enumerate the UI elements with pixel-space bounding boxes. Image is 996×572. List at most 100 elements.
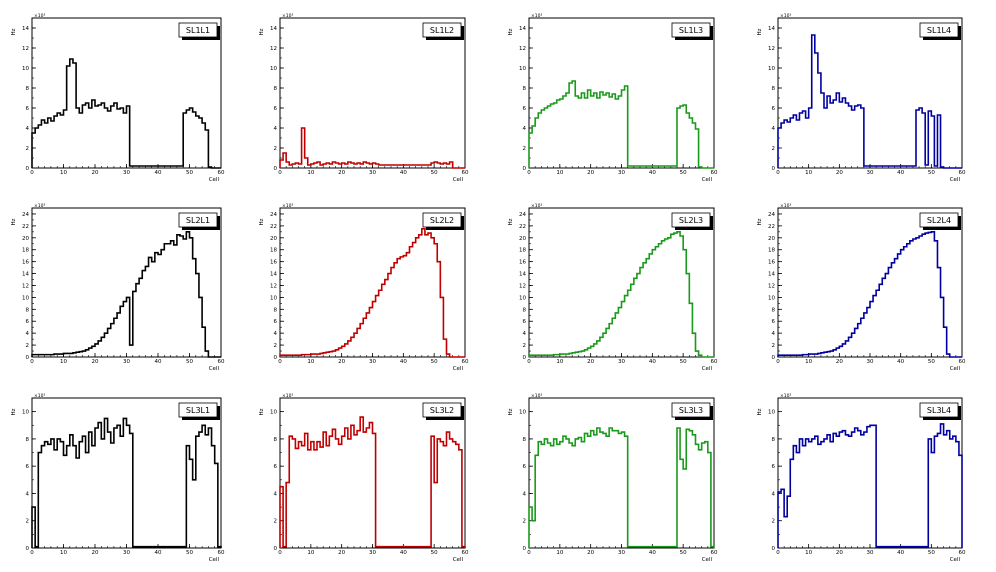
histogram-bin [680,236,683,357]
histogram-bin [339,348,342,357]
histogram-bin [812,439,815,548]
histogram-bin [842,98,845,168]
histogram-bin [572,446,575,548]
y-tick-label: 0 [26,546,30,552]
histogram-line [31,417,222,548]
histogram-bin [440,164,443,168]
y-tick-label: 0 [523,166,527,172]
y-tick-label: 24 [768,212,775,218]
histogram-bin [360,324,363,357]
histogram-bin [845,103,848,168]
histogram-bin [79,442,82,548]
histogram-bin [554,439,557,548]
x-tick-label: 10 [60,359,67,365]
histogram-bin [677,428,680,548]
histogram-bin [855,106,858,168]
histogram-bin [311,354,314,357]
histogram-bin [575,96,578,168]
histogram-bin [130,345,133,357]
histogram-bin [882,166,885,168]
histogram-bin [145,266,148,357]
histogram-bin [544,108,547,168]
histogram-bin [618,308,621,357]
x-tick-label: 50 [186,359,193,365]
histogram-bin [299,442,302,548]
histogram-bin [916,238,919,357]
histogram-bin [855,428,858,548]
histogram-bin [196,436,199,548]
histogram-bin [286,483,289,548]
histogram-bin [295,448,298,548]
x-tick-label: 60 [711,550,718,556]
histogram-bin [73,353,76,357]
histogram-bin [459,450,462,548]
histogram-bin [41,120,44,168]
title-box [178,402,218,418]
y-tick-label: 4 [26,126,30,132]
histogram-bin [450,439,453,548]
histogram-bin [86,103,89,168]
histogram-bin [643,547,646,548]
histogram-bin [79,113,82,168]
histogram-bin [799,113,802,168]
histogram-bin [38,125,41,168]
histogram-bin [208,428,211,548]
y-tick-label: 2 [26,146,30,152]
histogram-bin [199,297,202,357]
histogram-bin [114,428,117,548]
histogram-bin [199,118,202,168]
y-tick-label: 6 [523,106,527,112]
x-tick-label: 20 [587,550,594,556]
chart-title: SL3L2 [430,406,454,415]
histogram-bin [640,547,643,548]
histogram-bin [572,81,575,168]
histogram-bin [665,166,668,168]
x-tick-label: 40 [649,170,656,176]
histogram-bin [82,351,85,357]
histogram-bin [139,547,142,548]
histogram-bin [400,257,403,357]
histogram-bin [174,547,177,548]
histogram-bin [845,341,848,357]
x-axis-label: Cell [453,366,464,372]
histogram-bin [569,83,572,168]
histogram-bin [907,166,910,168]
y-tick-label: 10 [768,410,775,416]
chart-title: SL1L4 [927,26,951,35]
y-tick-label: 0 [26,166,30,172]
y-tick-label: 8 [772,307,776,313]
histogram-bin [434,483,437,548]
histogram-bin [54,354,57,357]
histogram-bin [824,352,827,357]
histogram-bin [671,234,674,357]
histogram-bin [849,337,852,357]
histogram-bin [323,432,326,548]
histogram-bin [600,92,603,168]
histogram-bin [101,103,104,168]
histogram-bin [127,297,130,357]
histogram-bin [332,162,335,168]
histogram-bin [155,166,158,168]
histogram-bin [812,35,815,168]
histogram-bin [705,442,708,548]
histogram-bin [529,355,532,357]
histogram-bin [202,327,205,357]
histogram-bin [947,354,950,357]
histogram-bin [419,165,422,168]
histogram-bin [447,354,450,357]
x-tick-label: 0 [776,359,780,365]
y-tick-label: 2 [523,146,527,152]
histogram-bin [696,129,699,168]
histogram-bin [699,355,702,357]
histogram-bin [425,165,428,168]
y-axis-label: Hz [757,218,763,225]
y-tick-label: 2 [274,343,278,349]
histogram-bin [870,302,873,357]
y-exponent-label: ×10³ [34,13,45,19]
histogram-bin [48,118,51,168]
y-tick-label: 16 [22,260,29,266]
histogram-bin [680,459,683,548]
x-tick-label: 10 [556,550,563,556]
histogram-bin [891,263,894,357]
histogram-bin [572,353,575,357]
